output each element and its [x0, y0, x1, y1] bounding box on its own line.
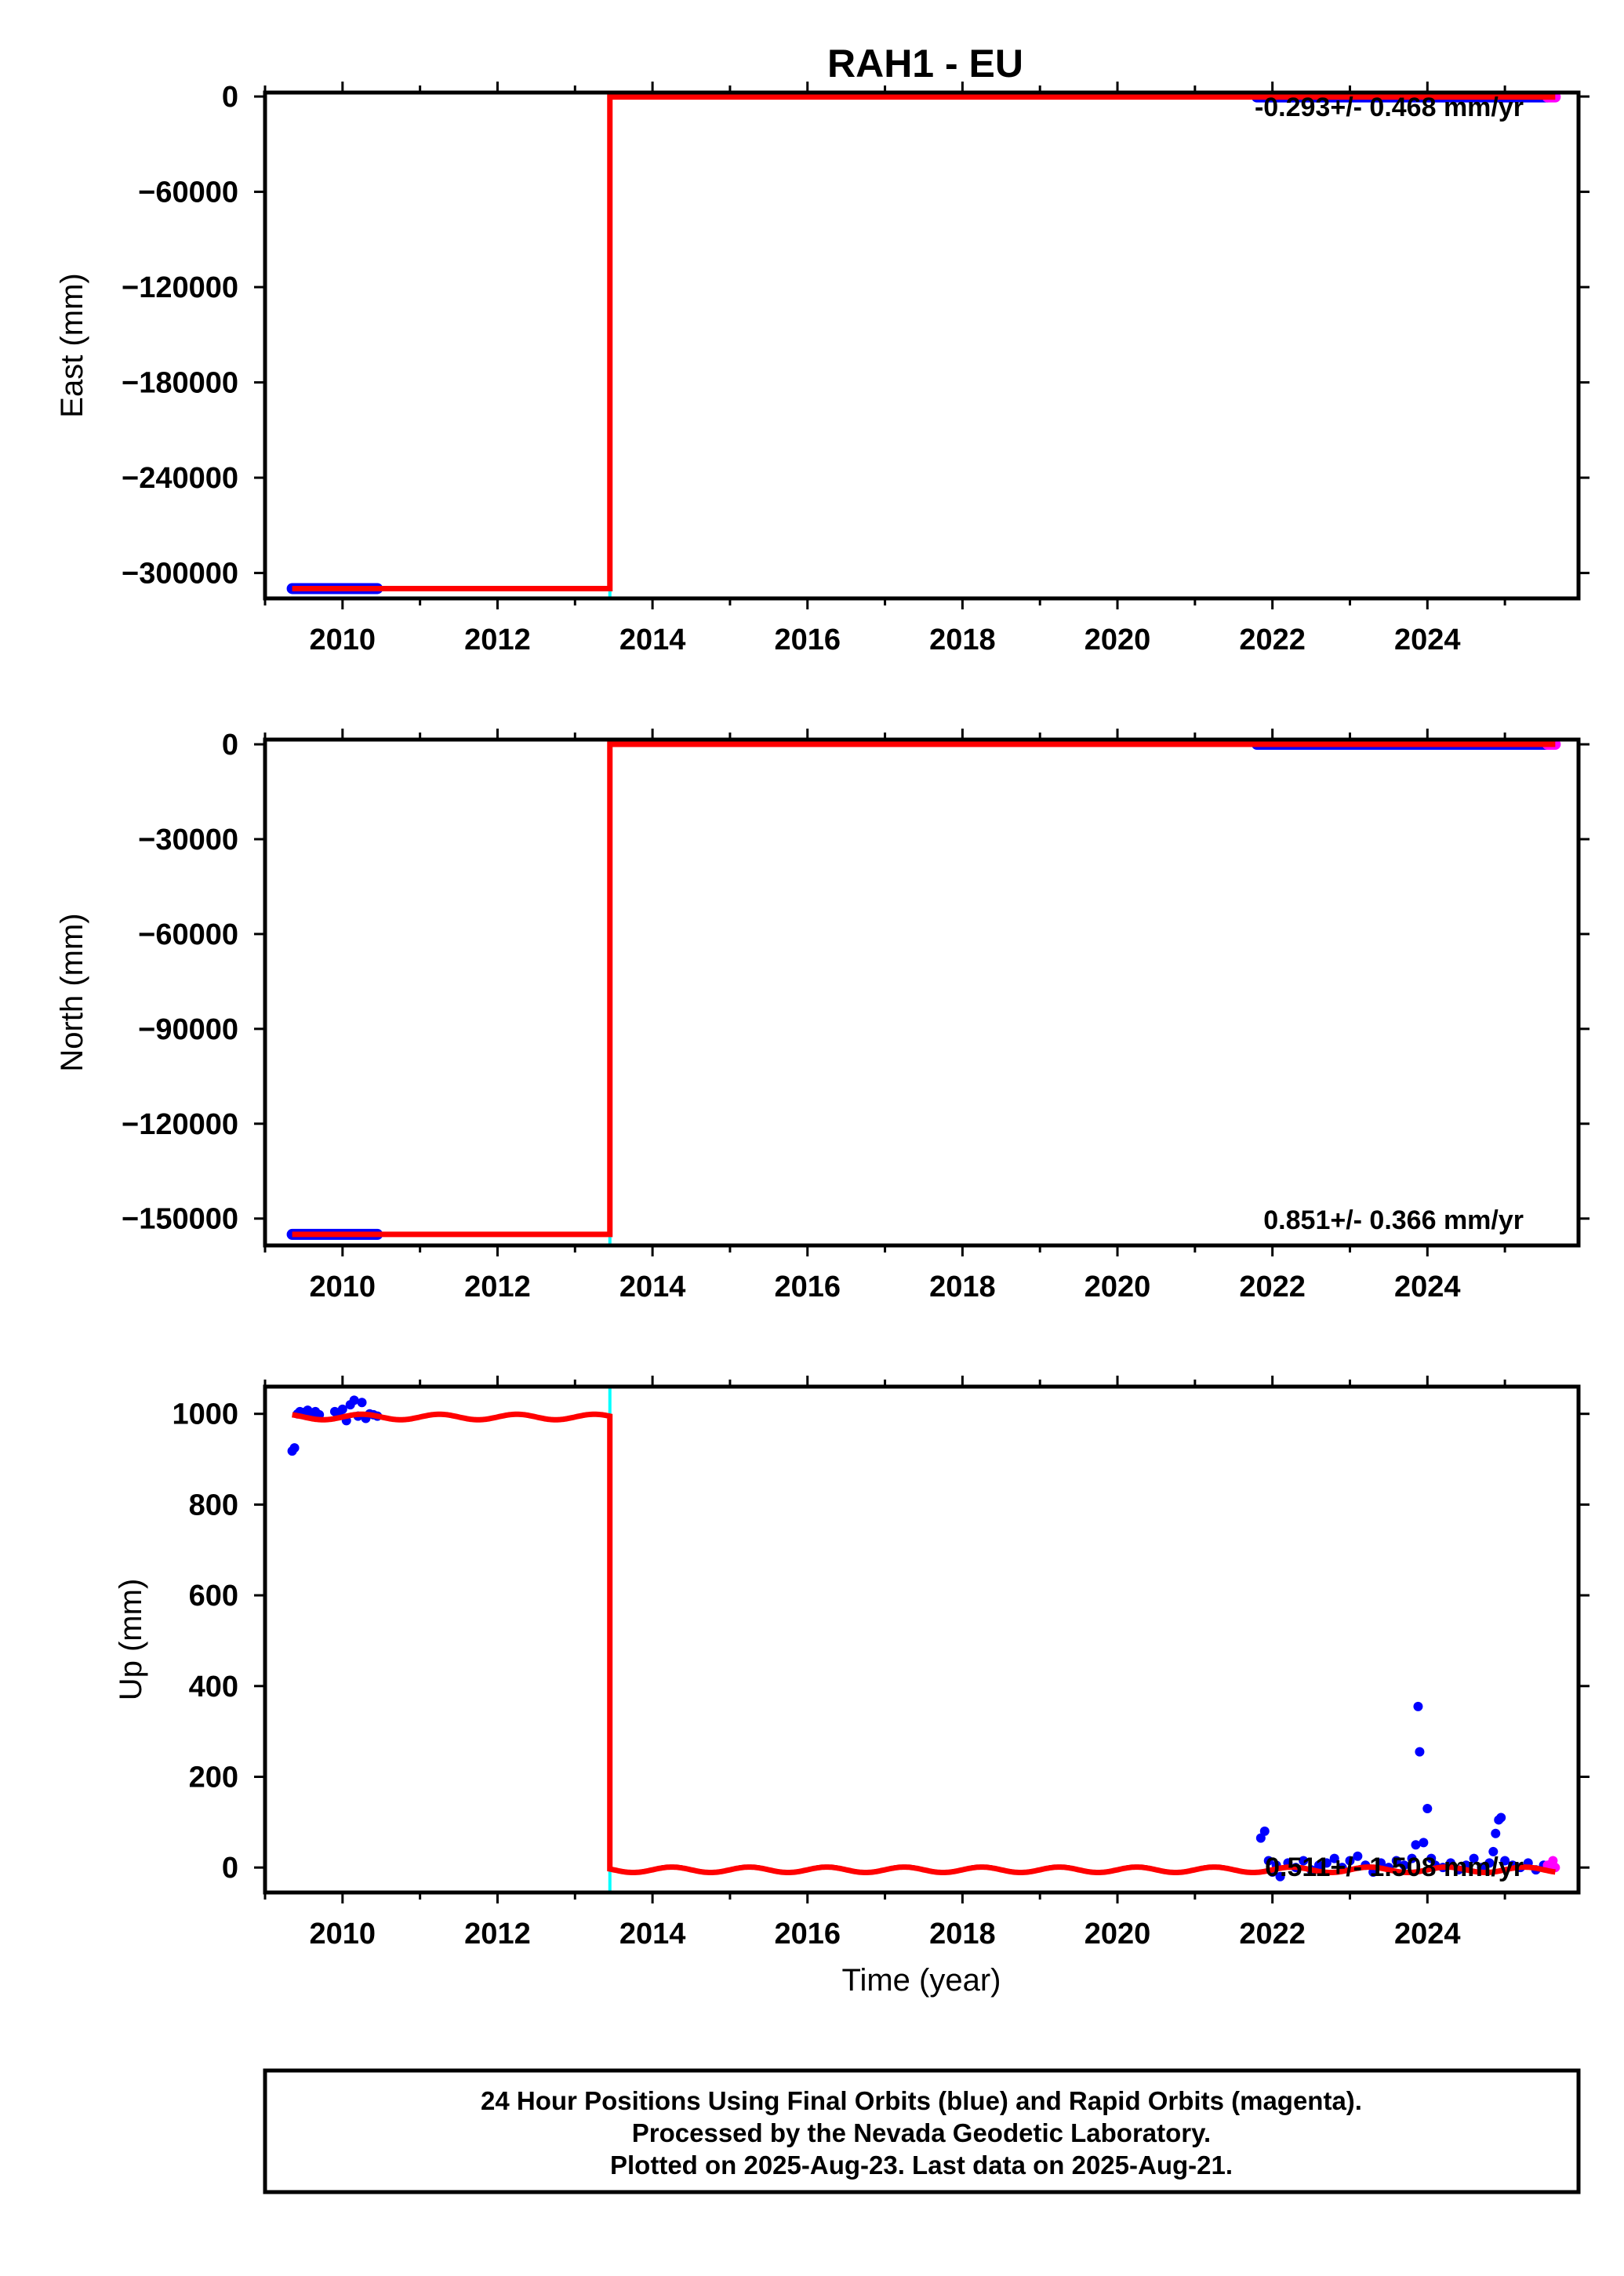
footer-line-3: Plotted on 2025-Aug-23. Last data on 202…	[610, 2151, 1233, 2180]
x-tick-label: 2020	[1084, 624, 1151, 656]
final_orbits-point	[1411, 1840, 1421, 1850]
final_orbits-point	[1275, 1871, 1285, 1882]
x-tick-label: 2012	[464, 1271, 531, 1303]
y-tick-label: 0	[222, 81, 238, 114]
x-tick-label: 2020	[1084, 1271, 1151, 1303]
y-tick-label: −60000	[138, 176, 238, 209]
x-tick-label: 2018	[929, 1918, 996, 1951]
final_orbits-point	[1263, 1856, 1273, 1866]
footer-line-2: Processed by the Nevada Geodetic Laborat…	[632, 2118, 1211, 2147]
x-tick-label: 2022	[1239, 1271, 1306, 1303]
final_orbits-point	[1488, 1846, 1499, 1856]
velocity-label: -0.293+/- 0.468 mm/yr	[1255, 93, 1524, 122]
final_orbits-point	[1407, 1853, 1417, 1863]
figure-title: RAH1 - EU	[827, 42, 1023, 85]
y-tick-label: −180000	[122, 367, 238, 400]
footer-line-1: 24 Hour Positions Using Final Orbits (bl…	[481, 2086, 1362, 2115]
plot-area	[286, 93, 1561, 598]
x-tick-label: 2020	[1084, 1918, 1151, 1951]
final_orbits-point	[1496, 1812, 1506, 1823]
final_orbits-point	[357, 1398, 367, 1408]
x-tick-label: 2018	[929, 624, 996, 656]
velocity-label: 0.511+/- 1.508 mm/yr	[1265, 1852, 1524, 1882]
final_orbits-point	[1500, 1856, 1510, 1866]
y-tick-label: −150000	[122, 1203, 238, 1236]
y-tick-label: 0	[222, 1852, 238, 1885]
final_orbits-point	[1399, 1860, 1409, 1871]
final_orbits-point	[1415, 1747, 1425, 1757]
x-tick-label: 2016	[774, 1918, 841, 1951]
final_orbits-point	[1321, 1858, 1332, 1868]
final_orbits-point	[349, 1395, 359, 1405]
final_orbits-point	[1469, 1853, 1479, 1863]
plot-area	[286, 740, 1561, 1245]
x-tick-label: 2010	[310, 1271, 376, 1303]
final_orbits-point	[1259, 1826, 1270, 1836]
panel-1: 0 −60000 −120000 −180000 −240000 −300000 2010 2…	[55, 81, 1589, 656]
final_orbits-point	[1413, 1701, 1423, 1711]
x-axis-label: Time (year)	[842, 1963, 1001, 1998]
final_orbits-point	[1313, 1860, 1324, 1871]
x-tick-label: 2024	[1394, 624, 1461, 656]
y-tick-label: −30000	[138, 824, 238, 856]
x-tick-label: 2016	[774, 624, 841, 656]
x-tick-label: 2022	[1239, 1918, 1306, 1951]
velocity-label: 0.851+/- 0.366 mm/yr	[1263, 1205, 1524, 1235]
final_orbits-point	[1491, 1828, 1501, 1838]
x-tick-label: 2014	[619, 1271, 686, 1303]
final_orbits-point	[1419, 1838, 1429, 1848]
final_orbits-point	[1391, 1856, 1401, 1866]
model-line	[292, 1411, 1556, 1875]
y-tick-label: −60000	[138, 918, 238, 951]
final_orbits-point	[1484, 1858, 1495, 1868]
y-tick-label: −300000	[122, 558, 238, 591]
y-tick-label: −120000	[122, 1108, 238, 1141]
y-tick-label: −120000	[122, 271, 238, 304]
axes-frame	[263, 1384, 1581, 1895]
x-tick-label: 2012	[464, 624, 531, 656]
x-tick-label: 2018	[929, 1271, 996, 1303]
axes-frame	[263, 737, 1581, 1248]
plot-area	[287, 1387, 1560, 1892]
x-tick-label: 2016	[774, 1271, 841, 1303]
final_orbits-point	[337, 1404, 347, 1414]
y-axis-label: North (mm)	[55, 913, 89, 1071]
final_orbits-point	[1422, 1803, 1433, 1813]
axes-frame	[263, 90, 1581, 601]
final_orbits-point	[1353, 1851, 1363, 1861]
y-axis-label: East (mm)	[55, 273, 89, 417]
x-tick-label: 2014	[619, 1918, 686, 1951]
y-tick-label: 200	[189, 1761, 238, 1794]
x-tick-label: 2024	[1394, 1918, 1461, 1951]
y-tick-label: −240000	[122, 462, 238, 495]
x-tick-label: 2014	[619, 624, 686, 656]
panel-2: 0 −30000 −60000 −90000 −120000 −150000 2010 201…	[55, 729, 1589, 1303]
final_orbits-point	[1329, 1853, 1339, 1863]
y-axis-label: Up (mm)	[114, 1579, 148, 1701]
footer-box: 24 Hour Positions Using Final Orbits (bl…	[263, 2068, 1581, 2194]
model-line	[292, 741, 1556, 1238]
final_orbits-point	[289, 1443, 300, 1453]
y-tick-label: 0	[222, 729, 238, 762]
y-tick-label: −90000	[138, 1013, 238, 1046]
x-tick-label: 2010	[310, 624, 376, 656]
x-tick-label: 2010	[310, 1918, 376, 1951]
x-tick-label: 2022	[1239, 624, 1306, 656]
panel-3: 0 200 400 600 800 1000 2010 2012 2014 2016 2018 202…	[114, 1376, 1589, 1998]
final_orbits-point	[1345, 1856, 1355, 1866]
x-tick-label: 2024	[1394, 1271, 1461, 1303]
final_orbits-point	[1299, 1856, 1309, 1866]
y-tick-label: 400	[189, 1671, 238, 1703]
y-tick-label: 1000	[172, 1398, 238, 1431]
y-tick-label: 800	[189, 1489, 238, 1522]
footer-frame	[263, 2068, 1581, 2194]
model-line	[292, 94, 1556, 591]
y-tick-label: 600	[189, 1580, 238, 1612]
x-tick-label: 2012	[464, 1918, 531, 1951]
